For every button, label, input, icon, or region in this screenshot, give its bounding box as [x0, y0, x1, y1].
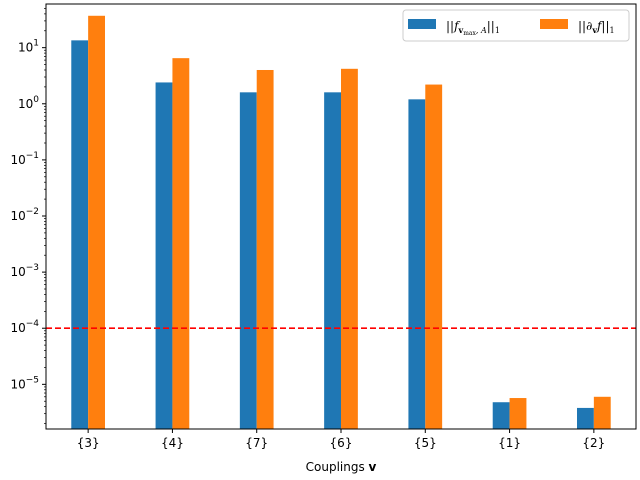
bar-series-1-7	[239, 92, 257, 430]
y-tick-label: 10−4	[10, 319, 39, 335]
bar-series-1-2	[577, 407, 594, 429]
legend-swatch-series-1	[408, 19, 436, 29]
x-tick-label: {3}	[77, 436, 100, 450]
bar-series-1-5	[408, 99, 426, 430]
y-tick-label: 10−2	[10, 207, 39, 223]
y-tick-label: 100	[18, 95, 39, 111]
legend-label-series-1: ||fvmax, A||1	[446, 19, 500, 37]
bar-series-2-6	[341, 68, 358, 430]
bar-series-2-2	[593, 396, 611, 429]
x-tick-label: {1}	[498, 436, 521, 450]
bar-series-2-1	[509, 398, 527, 429]
bar-series-1-4	[155, 82, 173, 429]
legend-box	[402, 9, 630, 42]
legend-label-series-2: ||∂vf||1	[578, 19, 615, 35]
y-axis-ticks: 10−5 10−4 10−3 10−2 10−1 100 101	[10, 8, 46, 424]
x-tick-label: {4}	[161, 436, 184, 450]
bar-series-2-5	[425, 84, 443, 429]
y-tick-label: 10−3	[10, 263, 39, 279]
x-axis-ticks: {3} {4} {7} {6} {5} {1} {2}	[77, 429, 605, 450]
legend-swatch-series-2	[540, 19, 568, 29]
bars-group	[71, 15, 611, 430]
y-tick-label: 10−1	[10, 151, 39, 167]
bar-series-2-3	[88, 15, 105, 429]
bar-series-1-3	[71, 40, 89, 430]
x-tick-label: {5}	[414, 436, 437, 450]
y-tick-label: 101	[18, 39, 39, 55]
x-tick-label: {7}	[245, 436, 268, 450]
x-tick-label: {2}	[582, 436, 605, 450]
bar-series-1-1	[492, 402, 510, 429]
bar-series-1-6	[324, 92, 341, 430]
legend: ||fvmax, A||1 ||∂vf||1	[402, 9, 630, 42]
bar-series-2-4	[172, 58, 190, 429]
bar-series-2-7	[256, 69, 274, 429]
x-axis-label: Couplings v	[306, 460, 377, 474]
y-tick-label: 10−5	[10, 375, 39, 391]
x-tick-label: {6}	[330, 436, 353, 450]
